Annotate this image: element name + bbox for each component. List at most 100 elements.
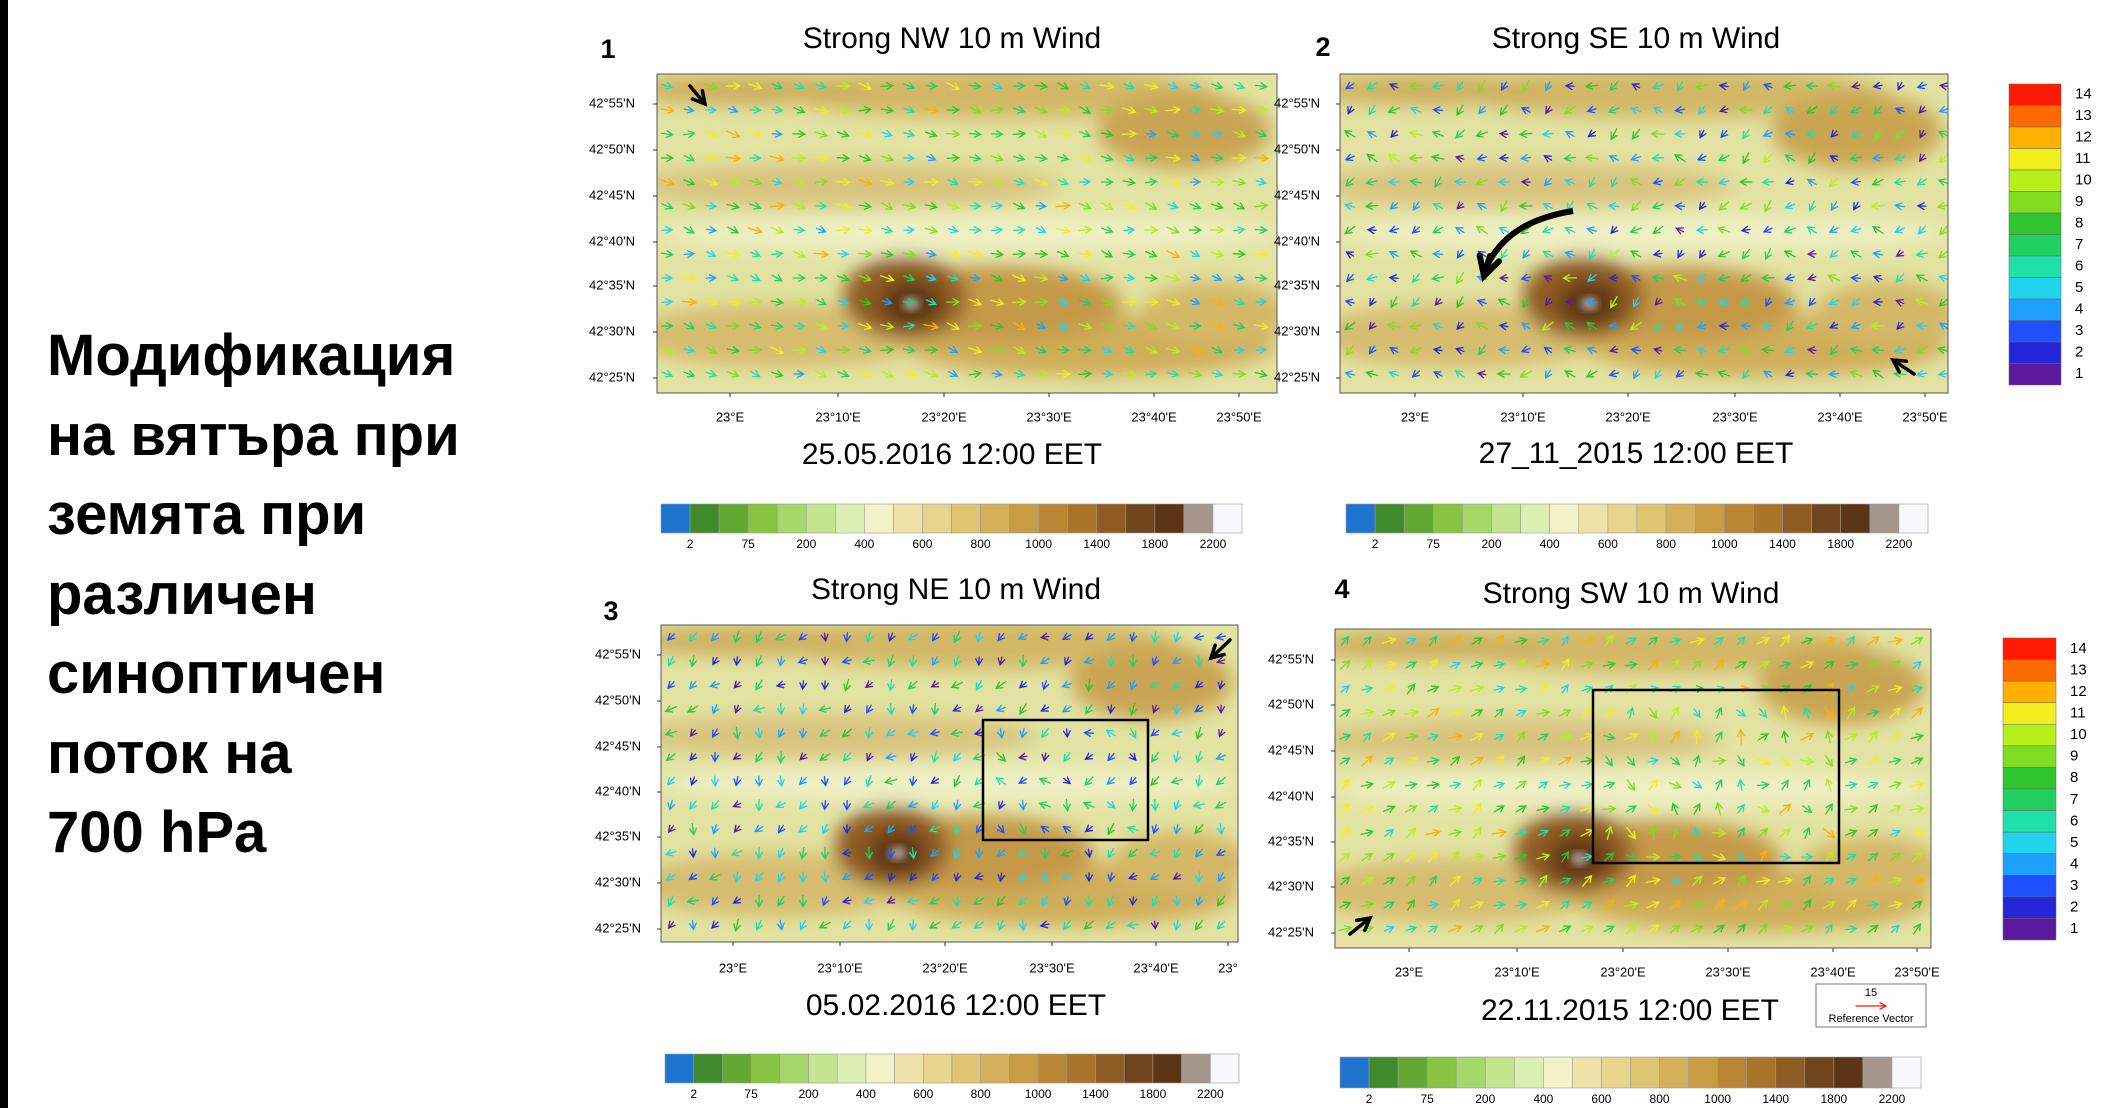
lon-label: 23°40'E bbox=[1810, 964, 1856, 979]
elevation-label: 800 bbox=[1650, 1092, 1670, 1106]
wind-bin bbox=[2009, 342, 2061, 364]
elevation-bin bbox=[1631, 1057, 1660, 1088]
elevation-bin bbox=[922, 504, 951, 533]
lon-label: 23°50'E bbox=[1902, 409, 1948, 424]
wind-bin bbox=[2003, 875, 2056, 897]
lat-label: 42°45'N bbox=[1268, 742, 1314, 757]
elevation-label: 1400 bbox=[1082, 1087, 1109, 1101]
elevation-bin bbox=[1805, 1057, 1834, 1088]
elevation-label: 2 bbox=[1372, 537, 1379, 551]
panel-title: Strong NE 10 m Wind bbox=[811, 573, 1101, 606]
lat-label: 42°35'N bbox=[595, 828, 641, 843]
elevation-bin bbox=[864, 504, 893, 533]
elevation-bin bbox=[1724, 504, 1753, 533]
wind-bin bbox=[2009, 213, 2061, 235]
map bbox=[1305, 623, 1943, 948]
elevation-label: 1000 bbox=[1025, 1087, 1052, 1101]
wind-bin bbox=[2009, 84, 2061, 106]
lat-label: 42°50'N bbox=[1274, 141, 1320, 156]
panel-number: 2 bbox=[1315, 32, 1330, 62]
elevation-bin bbox=[1637, 504, 1666, 533]
lon-label: 23°30'E bbox=[1712, 409, 1758, 424]
wind-bin bbox=[2003, 918, 2056, 940]
map bbox=[626, 68, 1289, 393]
elevation-label: 2 bbox=[690, 1087, 697, 1101]
wind-label: 12 bbox=[2075, 129, 2092, 146]
elevation-label: 75 bbox=[1427, 537, 1441, 551]
elevation-bin bbox=[1718, 1057, 1747, 1088]
wind-label: 1 bbox=[2070, 920, 2078, 937]
lon-label: 23°10'E bbox=[815, 409, 861, 424]
elevation-bin bbox=[1812, 504, 1841, 533]
lon-label: 23°10'E bbox=[1500, 409, 1546, 424]
elevation-bin bbox=[1747, 1057, 1776, 1088]
elevation-label: 1800 bbox=[1820, 1092, 1847, 1106]
elevation-bin bbox=[1398, 1057, 1427, 1088]
lon-label: 23°40'E bbox=[1133, 960, 1179, 975]
lat-label: 42°40'N bbox=[589, 233, 635, 248]
panel-title: Strong NW 10 m Wind bbox=[803, 22, 1101, 55]
lat-label: 42°30'N bbox=[595, 874, 641, 889]
terrain-area bbox=[1800, 836, 1943, 900]
elevation-label: 400 bbox=[856, 1087, 876, 1101]
elevation-bin bbox=[981, 504, 1010, 533]
wind-label: 10 bbox=[2075, 172, 2092, 189]
lat-label: 42°45'N bbox=[1274, 187, 1320, 202]
wind-bin bbox=[2003, 811, 2056, 833]
elevation-bin bbox=[690, 504, 719, 533]
wind-label: 9 bbox=[2075, 193, 2083, 210]
panel-title: Strong SE 10 m Wind bbox=[1492, 22, 1780, 55]
lat-label: 42°45'N bbox=[589, 187, 635, 202]
terrain-area bbox=[632, 625, 863, 657]
wind-bin bbox=[2009, 235, 2061, 257]
lat-label: 42°55'N bbox=[1274, 95, 1320, 110]
wind-bin bbox=[2003, 897, 2056, 919]
elevation-bin bbox=[1689, 1057, 1718, 1088]
elevation-bin bbox=[1346, 504, 1375, 533]
lat-label: 42°55'N bbox=[589, 95, 635, 110]
wind-bin bbox=[2009, 127, 2061, 149]
elevation-label: 1400 bbox=[1762, 1092, 1789, 1106]
elevation-bin bbox=[1695, 504, 1724, 533]
wind-bin bbox=[2003, 724, 2056, 746]
elevation-label: 600 bbox=[913, 1087, 933, 1101]
lat-label: 42°45'N bbox=[595, 738, 641, 753]
wind-bin bbox=[2009, 149, 2061, 171]
wind-label: 3 bbox=[2070, 877, 2078, 894]
lat-label: 42°40'N bbox=[1268, 788, 1314, 803]
lat-label: 42°50'N bbox=[595, 692, 641, 707]
elevation-bin bbox=[1841, 504, 1870, 533]
elevation-bin bbox=[895, 1054, 924, 1083]
terrain-area bbox=[1340, 214, 1948, 252]
lon-label: 23°20'E bbox=[922, 960, 968, 975]
wind-label: 4 bbox=[2075, 301, 2083, 318]
wind-label: 5 bbox=[2075, 279, 2083, 296]
wind-bin bbox=[2003, 767, 2056, 789]
reference-label: Reference Vector bbox=[1829, 1013, 1914, 1025]
elevation-bin bbox=[661, 504, 690, 533]
lat-label: 42°50'N bbox=[589, 141, 635, 156]
elevation-bin bbox=[1899, 504, 1928, 533]
maps: Strong NW 10 m Wind125.05.2016 12:00 EET… bbox=[0, 0, 2117, 1108]
elevation-label: 2200 bbox=[1197, 1087, 1224, 1101]
elevation-bin bbox=[837, 1054, 866, 1083]
wind-bin bbox=[2003, 832, 2056, 854]
elevation-bin bbox=[1067, 1054, 1096, 1083]
wind-label: 6 bbox=[2070, 812, 2078, 829]
elevation-bin bbox=[1038, 1054, 1067, 1083]
elevation-label: 600 bbox=[912, 537, 932, 551]
elevation-bin bbox=[1039, 504, 1068, 533]
elevation-bin bbox=[1404, 504, 1433, 533]
elevation-label: 1000 bbox=[1711, 537, 1738, 551]
map bbox=[632, 619, 1249, 942]
elevation-bin bbox=[952, 1054, 981, 1083]
wind-bin bbox=[2003, 854, 2056, 876]
wind-bin bbox=[2009, 321, 2061, 343]
elevation-label: 800 bbox=[971, 1087, 991, 1101]
lat-label: 42°55'N bbox=[595, 646, 641, 661]
elevation-bin bbox=[748, 504, 777, 533]
elevation-label: 75 bbox=[744, 1087, 758, 1101]
wind-label: 5 bbox=[2070, 834, 2078, 851]
elevation-bin bbox=[1543, 1057, 1572, 1088]
elevation-bin bbox=[1492, 504, 1521, 533]
